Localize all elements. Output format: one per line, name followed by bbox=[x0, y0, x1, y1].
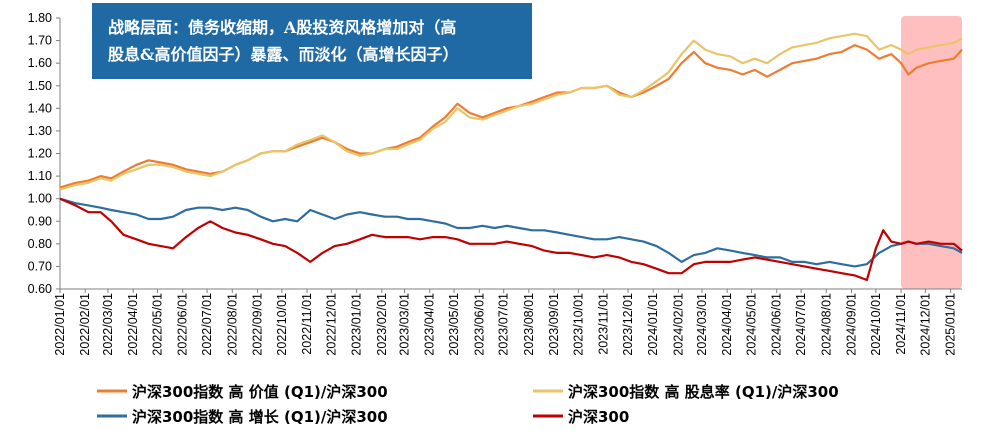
y-tick-label: 0.90 bbox=[28, 214, 52, 228]
x-tick-label: 2022/04/01 bbox=[126, 293, 140, 356]
x-tick-label: 2023/04/01 bbox=[423, 293, 437, 356]
y-tick-label: 1.80 bbox=[28, 11, 52, 25]
series-line-csi300 bbox=[59, 197, 963, 282]
title-box: 战略层面：债务收缩期，A股投资风格增加对（高 股息&高价值因子）暴露、而淡化（高… bbox=[92, 3, 532, 79]
x-tick-label: 2023/01/01 bbox=[350, 293, 364, 356]
legend-item-growth: 沪深300指数 高 增长 (Q1)/沪深300 bbox=[97, 408, 388, 426]
highlight-layer bbox=[901, 16, 962, 289]
x-tick-label: 2022/08/01 bbox=[225, 293, 239, 356]
x-tick-label: 2023/08/01 bbox=[522, 293, 536, 356]
x-tick-label: 2024/10/01 bbox=[869, 293, 883, 356]
title-box-background bbox=[92, 3, 532, 79]
x-tick-label: 2024/07/01 bbox=[794, 293, 808, 356]
legend-item-value: 沪深300指数 高 价值 (Q1)/沪深300 bbox=[97, 383, 388, 401]
axis-layer: 0.60 0.70 0.80 0.90 1.00 1.10 1.20 1.30 1.40 1.50… bbox=[28, 11, 962, 356]
x-tick-label: 2022/12/01 bbox=[324, 293, 338, 356]
x-tick-label: 2022/02/01 bbox=[78, 293, 92, 356]
x-tick-label: 2024/09/01 bbox=[844, 293, 858, 356]
x-tick-label: 2022/07/01 bbox=[200, 293, 214, 356]
x-tick-label: 2024/01/01 bbox=[646, 293, 660, 356]
x-tick-label: 2023/07/01 bbox=[497, 293, 511, 356]
y-tick-label: 0.70 bbox=[28, 259, 52, 273]
x-tick-label: 2023/12/01 bbox=[621, 293, 635, 356]
x-tick-label: 2022/05/01 bbox=[151, 293, 165, 356]
y-tick-label: 1.40 bbox=[28, 101, 52, 115]
x-tick-label: 2024/04/01 bbox=[720, 293, 734, 356]
x-tick-label: 2024/08/01 bbox=[819, 293, 833, 356]
legend-item-dividend: 沪深300指数 高 股息率 (Q1)/沪深300 bbox=[533, 383, 839, 401]
x-tick-label: 2022/11/01 bbox=[300, 293, 314, 355]
legend-label-growth: 沪深300指数 高 增长 (Q1)/沪深300 bbox=[132, 408, 388, 426]
title-line-1: 战略层面：债务收缩期，A股投资风格增加对（高 bbox=[108, 18, 456, 37]
x-tick-label: 2024/06/01 bbox=[770, 293, 784, 356]
x-tick-label: 2023/03/01 bbox=[398, 293, 412, 356]
x-tick-label: 2022/09/01 bbox=[250, 293, 264, 356]
y-tick-label: 1.60 bbox=[28, 56, 52, 70]
x-tick-label: 2023/09/01 bbox=[547, 293, 561, 356]
y-tick-label: 0.80 bbox=[28, 237, 52, 251]
legend-label-value: 沪深300指数 高 价值 (Q1)/沪深300 bbox=[132, 383, 388, 401]
legend-label-csi300: 沪深300 bbox=[568, 408, 629, 426]
title-line-2: 股息&高价值因子）暴露、而淡化（高增长因子） bbox=[108, 45, 458, 64]
x-tick-label: 2024/03/01 bbox=[695, 293, 709, 356]
y-tick-label: 0.60 bbox=[28, 282, 52, 296]
y-tick-label: 1.00 bbox=[28, 192, 52, 206]
legend-item-csi300: 沪深300 bbox=[533, 408, 629, 426]
y-tick-label: 1.30 bbox=[28, 124, 52, 138]
x-tick-label: 2023/05/01 bbox=[447, 293, 461, 356]
series-line-growth bbox=[59, 197, 963, 268]
y-tick-label: 1.20 bbox=[28, 147, 52, 161]
x-tick-label: 2023/11/01 bbox=[597, 293, 611, 355]
x-tick-label: 2022/03/01 bbox=[101, 293, 115, 356]
series-layer bbox=[59, 32, 963, 282]
x-tick-label: 2023/02/01 bbox=[375, 293, 389, 356]
legend: 沪深300指数 高 价值 (Q1)/沪深300 沪深300指数 高 股息率 (Q… bbox=[97, 383, 839, 426]
x-tick-label: 2022/06/01 bbox=[176, 293, 190, 356]
y-tick-label: 1.10 bbox=[28, 169, 52, 183]
series-line-dividend bbox=[59, 32, 963, 191]
x-tick-label: 2023/06/01 bbox=[472, 293, 486, 356]
x-tick-label: 2025/01/01 bbox=[944, 293, 958, 356]
x-tick-label: 2022/10/01 bbox=[275, 293, 289, 356]
legend-label-dividend: 沪深300指数 高 股息率 (Q1)/沪深300 bbox=[568, 383, 839, 401]
y-tick-label: 1.50 bbox=[28, 79, 52, 93]
x-tick-label: 2023/10/01 bbox=[571, 293, 585, 356]
x-tick-label: 2024/11/01 bbox=[894, 293, 908, 355]
x-tick-label: 2024/12/01 bbox=[918, 293, 932, 356]
x-tick-label: 2024/05/01 bbox=[745, 293, 759, 356]
highlight-band bbox=[901, 16, 962, 289]
y-tick-label: 1.70 bbox=[28, 34, 52, 48]
x-tick-label: 2024/02/01 bbox=[671, 293, 685, 356]
x-tick-label: 2022/01/01 bbox=[53, 293, 67, 356]
